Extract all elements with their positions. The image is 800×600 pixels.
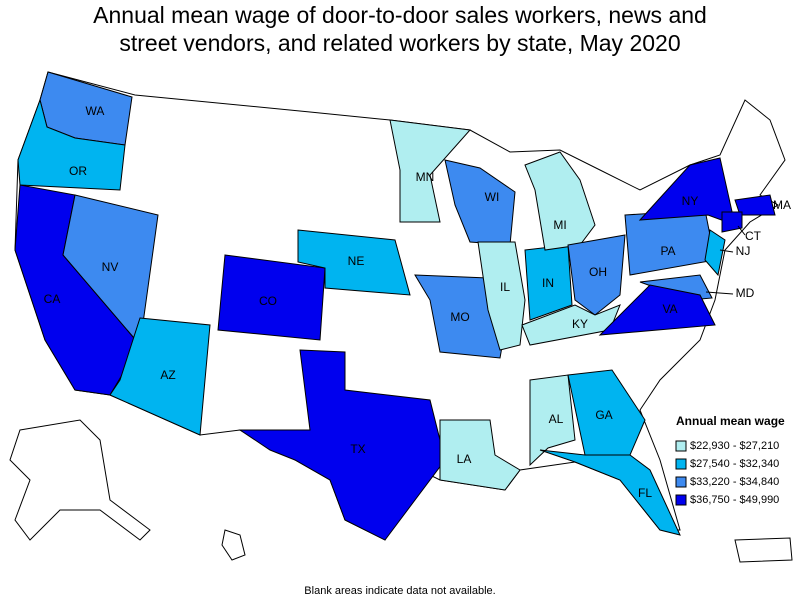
state-label: WA [86,104,105,118]
legend-swatch [675,494,687,506]
title: street vendors, and related workers by s… [119,30,680,56]
state [734,194,776,216]
state-group: VA [598,284,716,336]
state [704,229,726,277]
legend-label: $22,930 - $27,210 [690,440,779,452]
state-label: MN [416,170,435,184]
state [477,241,526,351]
state [529,374,576,467]
legend-label: $27,540 - $32,340 [690,458,779,470]
state [598,284,716,336]
legend-swatch [675,440,687,452]
state-group: MI [524,151,596,251]
state-group: NE [297,229,411,296]
state-label: TX [350,442,365,456]
state-group: MO [414,274,506,359]
state-label: AL [549,412,564,426]
state [109,317,211,436]
hawaii [221,529,246,561]
state-label: IN [542,276,554,290]
state-label: FL [638,486,652,500]
state-label: MI [553,218,566,232]
state [238,349,446,541]
state-group: OR [17,98,126,191]
state-label: LA [457,452,472,466]
state-group: AL [529,374,576,467]
state-label: CT [745,229,762,243]
state-label: IL [500,280,510,294]
legend-title: Annual mean wage [676,414,785,428]
state-label: WI [485,190,500,204]
state-label: GA [595,408,612,422]
alaska [9,419,151,541]
state [567,234,626,316]
state [389,119,472,223]
puerto-rico [734,537,793,563]
legend-label: $33,220 - $34,840 [690,476,779,488]
state-group: GA [567,369,646,456]
title: Annual mean wage of door-to-door sales w… [93,2,707,28]
state-group: KY [521,304,621,346]
state-group: IL [477,241,526,351]
state-label: NJ [736,244,751,258]
state-label: VA [662,302,677,316]
leader-line [719,249,734,253]
state [524,151,596,251]
legend-swatch [675,458,687,470]
legend-label: $36,750 - $49,990 [690,494,779,506]
state [539,449,681,536]
state [297,229,411,296]
state [17,98,126,191]
state [638,157,736,226]
state-group: CT [721,211,762,243]
state-label: MO [450,310,469,324]
state-group: MN [389,119,472,223]
state-label: PA [660,244,675,258]
state-group: AZ [109,317,211,436]
leader-line [705,291,734,295]
state-group: NJ [704,229,751,277]
state-label: NV [102,260,119,274]
state-label: OH [589,265,607,279]
state-group: CO [217,254,326,341]
state [567,369,646,456]
state [217,254,326,341]
state-group: NY [638,157,736,226]
legend-swatch [675,476,687,488]
state-label: KY [572,317,588,331]
state-group: PA [624,209,716,276]
state-label: MD [736,286,755,300]
state-group: TX [238,349,446,541]
state-group: LA [439,419,521,491]
state [439,419,521,491]
state-label: OR [69,164,87,178]
state-label: NE [348,254,365,268]
footnote: Blank areas indicate data not available. [304,585,495,597]
state-label: CO [259,294,277,308]
state-label: AZ [160,368,175,382]
state-label: NY [682,194,699,208]
state [721,211,743,233]
state-group: OH [567,234,626,316]
state-group: MA [734,194,791,216]
leader-line [737,225,746,236]
legend: $22,930 - $27,210 $27,540 - $32,340 $33,22… [675,440,779,506]
state-label: MA [773,198,791,212]
state [521,304,621,346]
state-group: FL [539,449,681,536]
state-label: CA [44,292,61,306]
